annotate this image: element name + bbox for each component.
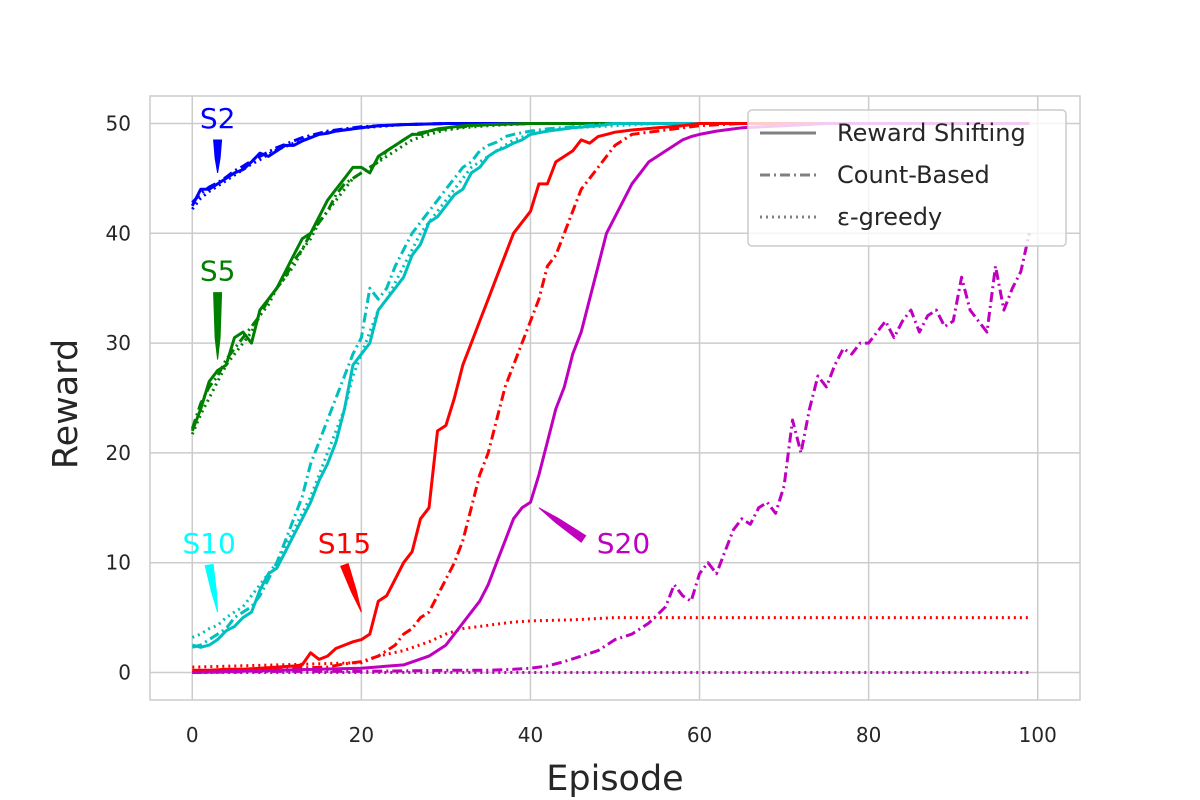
annotation-label-s2: S2 [200, 102, 236, 135]
annotation-label-s15: S15 [318, 527, 371, 560]
legend-label: Count-Based [837, 161, 990, 189]
x-tick-label: 80 [856, 723, 881, 747]
x-tick-label: 0 [186, 723, 199, 747]
y-tick-label: 10 [106, 551, 131, 575]
series-s15-dashdot [192, 122, 1030, 673]
x-tick-label: 40 [518, 723, 543, 747]
legend-label: ε-greedy [837, 203, 942, 231]
series-s10-dashdot [191, 122, 1030, 649]
x-tick-label: 100 [1019, 723, 1057, 747]
x-tick-label: 60 [687, 723, 712, 747]
x-tick-label: 20 [349, 723, 374, 747]
y-tick-label: 50 [106, 111, 131, 135]
annotation-label-s5: S5 [200, 255, 236, 288]
y-tick-label: 30 [106, 331, 131, 355]
series-s15-dotted [192, 616, 1030, 669]
series-s2-dashdot [191, 122, 1030, 204]
annotation-label-s20: S20 [597, 527, 650, 560]
series-s5-dotted [190, 122, 1030, 435]
x-axis-title: Episode [546, 759, 683, 799]
annotation-arrow-s2 [213, 139, 223, 173]
legend-label: Reward Shifting [837, 119, 1026, 147]
annotations: S2 S5 S10 S15 S20 [182, 102, 650, 613]
annotation-arrow-s15 [340, 562, 362, 613]
annotation-label-s10: S10 [182, 527, 235, 560]
annotation-arrow-s10 [204, 563, 219, 613]
series-layer [190, 122, 1031, 674]
y-tick-label: 20 [106, 441, 131, 465]
y-tick-label: 40 [106, 221, 131, 245]
y-axis-title: Reward [46, 339, 86, 469]
annotation-arrow-s20 [538, 507, 587, 543]
legend-box [747, 109, 1067, 247]
annotation-arrow-s5 [213, 292, 223, 360]
tick-labels: 0 20 40 60 80 100 0 10 20 30 40 50 [106, 111, 1057, 747]
series-s20-dashdot [192, 232, 1031, 674]
series-s15-solid [192, 122, 1030, 672]
y-tick-label: 0 [118, 661, 131, 685]
series-s20-solid [192, 122, 1030, 674]
legend: Reward Shifting Count-Based ε-greedy [747, 109, 1067, 247]
series-s5-dashdot [190, 122, 1030, 430]
